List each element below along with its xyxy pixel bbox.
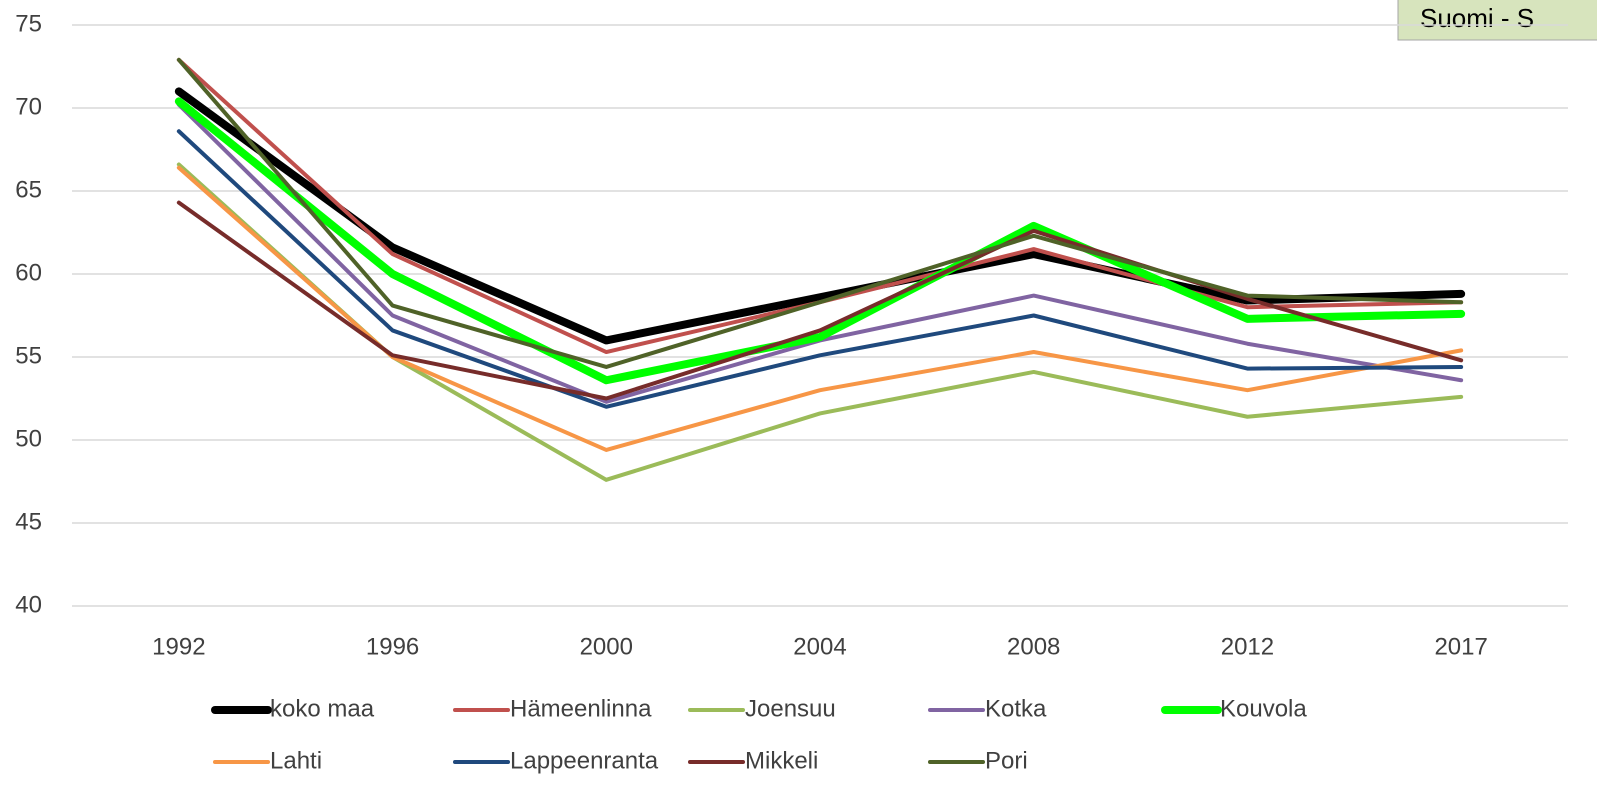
x-tick-label: 2000 bbox=[580, 633, 633, 660]
y-tick-label: 65 bbox=[15, 176, 42, 203]
y-tick-label: 50 bbox=[15, 425, 42, 452]
y-tick-label: 55 bbox=[15, 342, 42, 369]
legend-label: Lappeenranta bbox=[510, 747, 659, 774]
x-tick-label: 1996 bbox=[366, 633, 419, 660]
series-line bbox=[176, 57, 1464, 369]
legend-label: Kotka bbox=[985, 695, 1047, 722]
legend-label: Mikkeli bbox=[745, 747, 818, 774]
y-tick-label: 45 bbox=[15, 508, 42, 535]
legend-label: koko maa bbox=[270, 695, 375, 722]
y-tick-label: 60 bbox=[15, 259, 42, 286]
legend-label: Lahti bbox=[270, 747, 322, 774]
legend-label: Hämeenlinna bbox=[510, 695, 652, 722]
legend-label: Joensuu bbox=[745, 695, 836, 722]
series-line bbox=[176, 200, 1464, 401]
annotation: Suomi - S bbox=[1420, 3, 1534, 33]
series-line bbox=[176, 129, 1464, 409]
y-tick-label: 70 bbox=[15, 93, 42, 120]
y-tick-label: 40 bbox=[15, 591, 42, 618]
series-line bbox=[174, 97, 1466, 385]
x-tick-label: 2017 bbox=[1434, 633, 1487, 660]
x-tick-label: 2008 bbox=[1007, 633, 1060, 660]
legend-label: Kouvola bbox=[1220, 695, 1307, 722]
x-tick-label: 2012 bbox=[1221, 633, 1274, 660]
x-tick-label: 2004 bbox=[793, 633, 846, 660]
x-tick-label: 1992 bbox=[152, 633, 205, 660]
legend-label: Pori bbox=[985, 747, 1028, 774]
annotation-box bbox=[1397, 0, 1597, 41]
y-tick-label: 75 bbox=[15, 10, 42, 37]
